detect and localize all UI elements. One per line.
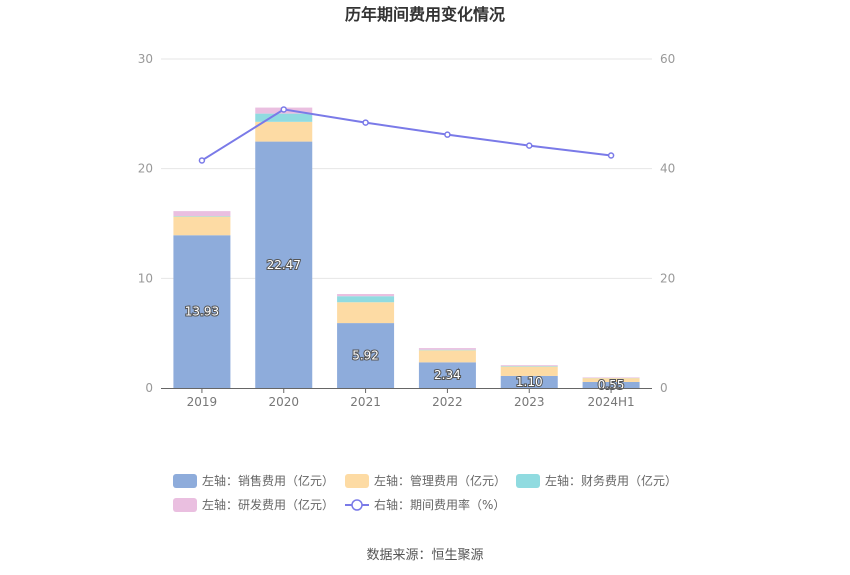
x-tick-label: 2022 [432, 395, 463, 409]
bar-segment [582, 377, 640, 378]
legend-label: 左轴：销售费用（亿元） [202, 473, 334, 488]
line-point [198, 157, 206, 164]
grid [161, 58, 652, 279]
x-tick-label: 2023 [514, 395, 545, 409]
bar-segment [337, 323, 395, 388]
bar-segment [582, 378, 640, 382]
bar-segment [255, 141, 313, 388]
data-label: 2.34 [434, 368, 461, 382]
axes: 0 10 20 30 0 20 40 60 2019 2020 2021 2022 2023 2024H1 [138, 52, 676, 409]
data-label: 1.10 [516, 375, 543, 389]
bar-segment [418, 350, 476, 363]
bar-segment [337, 302, 395, 324]
legend-label: 右轴：期间费用率（%） [374, 497, 505, 512]
bar-segment [255, 121, 313, 142]
line-point [607, 152, 615, 159]
bar-segment [173, 216, 231, 236]
y-left-tick-label: 20 [138, 162, 153, 176]
y-left-tick-label: 0 [145, 381, 153, 395]
chart-title: 历年期间费用变化情况 [345, 5, 505, 24]
bar-segment [337, 296, 395, 303]
bar-segment [418, 349, 476, 351]
legend-label: 左轴：研发费用（亿元） [202, 497, 334, 512]
legend: 左轴：销售费用（亿元） 左轴：管理费用（亿元） 左轴：财务费用（亿元） 左轴：研发费用… [173, 473, 677, 512]
line-series [198, 106, 615, 164]
x-tick-label: 2024H1 [587, 395, 634, 409]
line-point [444, 131, 451, 138]
data-label: 13.93 [185, 305, 219, 319]
y-right-tick-label: 60 [660, 52, 675, 66]
bar-segment [500, 366, 558, 367]
bar-segment [173, 211, 231, 217]
legend-label: 左轴：财务费用（亿元） [545, 473, 677, 488]
bar-segment [173, 216, 231, 217]
legend-swatch [516, 474, 540, 488]
legend-swatch [173, 474, 197, 488]
x-tick-label: 2021 [350, 395, 381, 409]
y-right-tick-label: 20 [660, 271, 675, 285]
data-label: 5.92 [352, 349, 379, 363]
x-tick-label: 2019 [187, 395, 218, 409]
y-right-tick-label: 0 [660, 381, 668, 395]
line-point [280, 106, 287, 113]
legend-label: 左轴：管理费用（亿元） [374, 473, 506, 488]
line-path [201, 108, 612, 162]
legend-swatch [345, 474, 369, 488]
bar-segment [500, 365, 558, 367]
line-point [362, 119, 369, 126]
bar-segment [255, 113, 313, 122]
y-left-tick-label: 30 [138, 52, 153, 66]
bar-segment [500, 375, 558, 388]
y-right-tick-label: 40 [660, 162, 675, 176]
data-source: 数据来源：恒生聚源 [366, 548, 483, 563]
bar-segment [418, 348, 476, 350]
legend-swatch-marker [351, 499, 363, 511]
bar-segment [418, 362, 476, 388]
bar-segment [337, 294, 395, 297]
bar-segment [173, 235, 231, 388]
bar-segment [582, 381, 640, 388]
bar-segment [500, 366, 558, 376]
y-left-tick-label: 10 [138, 271, 153, 285]
line-point [526, 142, 533, 149]
x-tick-label: 2020 [268, 395, 299, 409]
legend-swatch [173, 498, 197, 512]
data-label: 22.47 [267, 258, 301, 272]
